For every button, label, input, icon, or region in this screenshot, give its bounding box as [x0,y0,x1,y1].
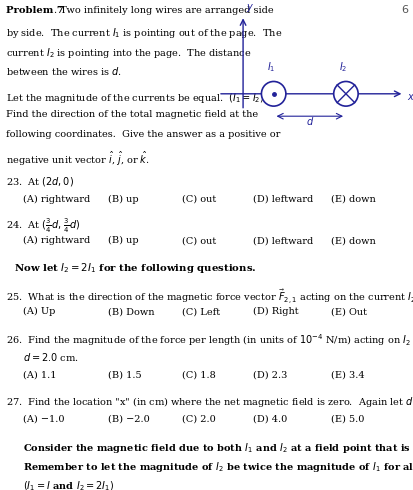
Text: (C) out: (C) out [182,195,216,203]
Circle shape [261,81,285,106]
Text: (D) 4.0: (D) 4.0 [252,415,286,424]
Text: 27.  Find the location "x" (in cm) where the net magnetic field is zero.  Again : 27. Find the location "x" (in cm) where … [6,395,413,410]
Text: 25.  What is the direction of the magnetic force vector $\vec{F}_{2,1}$ acting o: 25. What is the direction of the magneti… [6,288,413,306]
Text: (C) 1.8: (C) 1.8 [182,371,216,380]
Text: $I_2$: $I_2$ [338,60,347,74]
Text: between the wires is $d$.: between the wires is $d$. [6,65,122,77]
Text: 26.  Find the magnitude of the force per length (in units of $10^{-4}$ N/m) acti: 26. Find the magnitude of the force per … [6,332,413,347]
Text: $d$: $d$ [305,115,313,126]
Text: (A) 1.1: (A) 1.1 [23,371,56,380]
Text: (B) up: (B) up [107,236,138,245]
Text: 6: 6 [400,5,407,15]
Text: (D) 2.3: (D) 2.3 [252,371,286,380]
Text: $(I_1 = I$ and $I_2 = 2I_1)$: $(I_1 = I$ and $I_2 = 2I_1)$ [23,480,114,490]
Text: (B) Down: (B) Down [107,307,154,316]
Text: (A) −1.0: (A) −1.0 [23,415,64,424]
Text: following coordinates.  Give the answer as a positive or: following coordinates. Give the answer a… [6,130,280,139]
Text: (A) rightward: (A) rightward [23,236,90,245]
Text: . Two infinitely long wires are arranged side: . Two infinitely long wires are arranged… [54,6,273,15]
Circle shape [333,81,357,106]
Text: 23.  At $(2d, 0)$: 23. At $(2d, 0)$ [6,175,74,188]
Text: Find the direction of the total magnetic field at the: Find the direction of the total magnetic… [6,110,258,119]
Text: (D) Right: (D) Right [252,307,297,317]
Text: $I_1$: $I_1$ [266,60,275,74]
Text: $d = 2.0$ cm.: $d = 2.0$ cm. [23,351,78,363]
Text: Problem 7: Problem 7 [6,6,64,15]
Text: 24.  At $(\frac{3}{4}d,\, \frac{3}{4}d)$: 24. At $(\frac{3}{4}d,\, \frac{3}{4}d)$ [6,217,81,235]
Text: Let the magnitude of the currents be equal.  $(I_1 = I_2)$: Let the magnitude of the currents be equ… [6,91,264,105]
Text: negative unit vector $\hat{i}$, $\hat{j}$, or $\hat{k}$.: negative unit vector $\hat{i}$, $\hat{j}… [6,149,150,168]
Text: (C) 2.0: (C) 2.0 [182,415,216,424]
Text: (D) leftward: (D) leftward [252,195,312,203]
Text: (D) leftward: (D) leftward [252,236,312,245]
Text: current $I_2$ is pointing into the page.  The distance: current $I_2$ is pointing into the page.… [6,46,251,60]
Text: (B) 1.5: (B) 1.5 [107,371,141,380]
Text: (E) down: (E) down [330,236,375,245]
Text: Consider the magnetic field due to both $I_1$ and $I_2$ at a field point that is: Consider the magnetic field due to both … [23,441,413,455]
Text: $y$: $y$ [246,2,254,14]
Text: by side.  The current $I_1$ is pointing out of the page.  The: by side. The current $I_1$ is pointing o… [6,26,282,40]
Text: (B) up: (B) up [107,195,138,204]
Text: (A) rightward: (A) rightward [23,195,90,204]
Text: (C) Left: (C) Left [182,307,220,316]
Text: (E) Out: (E) Out [330,307,366,316]
Text: (A) Up: (A) Up [23,307,55,317]
Text: (C) out: (C) out [182,236,216,245]
Text: (E) 5.0: (E) 5.0 [330,415,364,424]
Text: (E) 3.4: (E) 3.4 [330,371,364,380]
Text: (B) −2.0: (B) −2.0 [107,415,149,424]
Text: Now let $I_2 = 2I_1$ for the following questions.: Now let $I_2 = 2I_1$ for the following q… [14,261,256,275]
Text: Remember to let the magnitude of $I_2$ be twice the magnitude of $I_1$ for all t: Remember to let the magnitude of $I_2$ b… [23,460,413,474]
Text: $x$: $x$ [406,92,413,101]
Text: (E) down: (E) down [330,195,375,203]
